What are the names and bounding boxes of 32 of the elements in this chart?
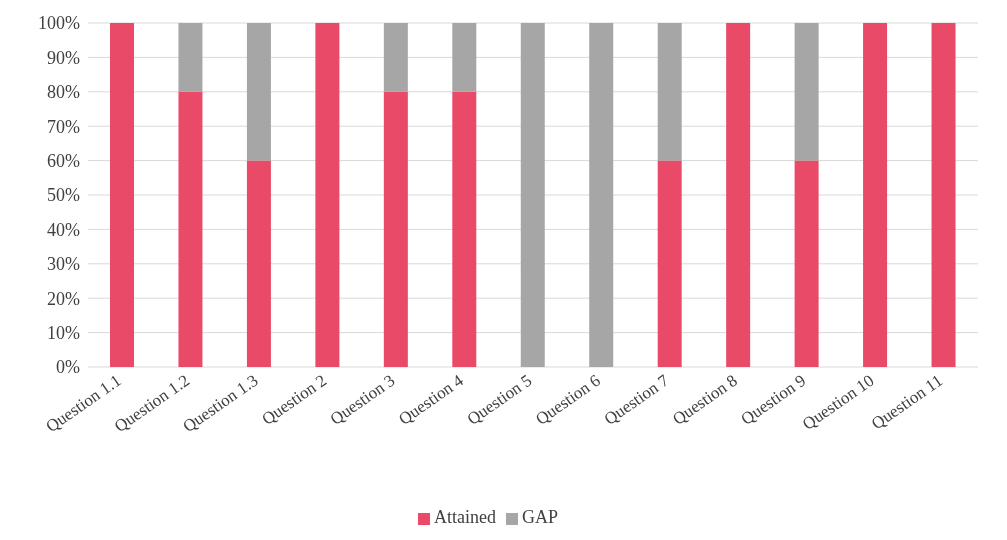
legend-label: GAP bbox=[521, 507, 558, 527]
bar bbox=[383, 23, 408, 92]
bar bbox=[452, 91, 477, 367]
y-tick-label: 30% bbox=[47, 254, 80, 275]
bar bbox=[178, 23, 203, 92]
bar bbox=[657, 160, 682, 367]
y-tick-label: 80% bbox=[47, 82, 80, 103]
bar bbox=[863, 23, 888, 367]
y-tick-label: 40% bbox=[47, 219, 80, 240]
y-tick-label: 0% bbox=[56, 357, 80, 378]
bar bbox=[110, 23, 134, 367]
y-tick-label: 90% bbox=[47, 47, 80, 68]
bar bbox=[794, 23, 819, 161]
y-tick-label: 50% bbox=[47, 185, 80, 206]
bar bbox=[657, 23, 682, 161]
bar bbox=[589, 23, 614, 367]
y-tick-label: 60% bbox=[47, 150, 80, 171]
bar bbox=[246, 160, 271, 367]
bar bbox=[315, 23, 340, 367]
bar bbox=[931, 23, 956, 367]
bar bbox=[246, 23, 271, 161]
bar bbox=[726, 23, 751, 367]
bar bbox=[383, 91, 408, 367]
bar bbox=[178, 91, 203, 367]
y-tick-label: 20% bbox=[47, 288, 80, 309]
bar bbox=[452, 23, 477, 92]
y-tick-label: 100% bbox=[38, 13, 80, 34]
legend-label: Attained bbox=[434, 507, 496, 527]
bar bbox=[794, 160, 819, 367]
bar bbox=[520, 23, 545, 367]
y-tick-label: 10% bbox=[47, 322, 80, 343]
y-tick-label: 70% bbox=[47, 116, 80, 137]
